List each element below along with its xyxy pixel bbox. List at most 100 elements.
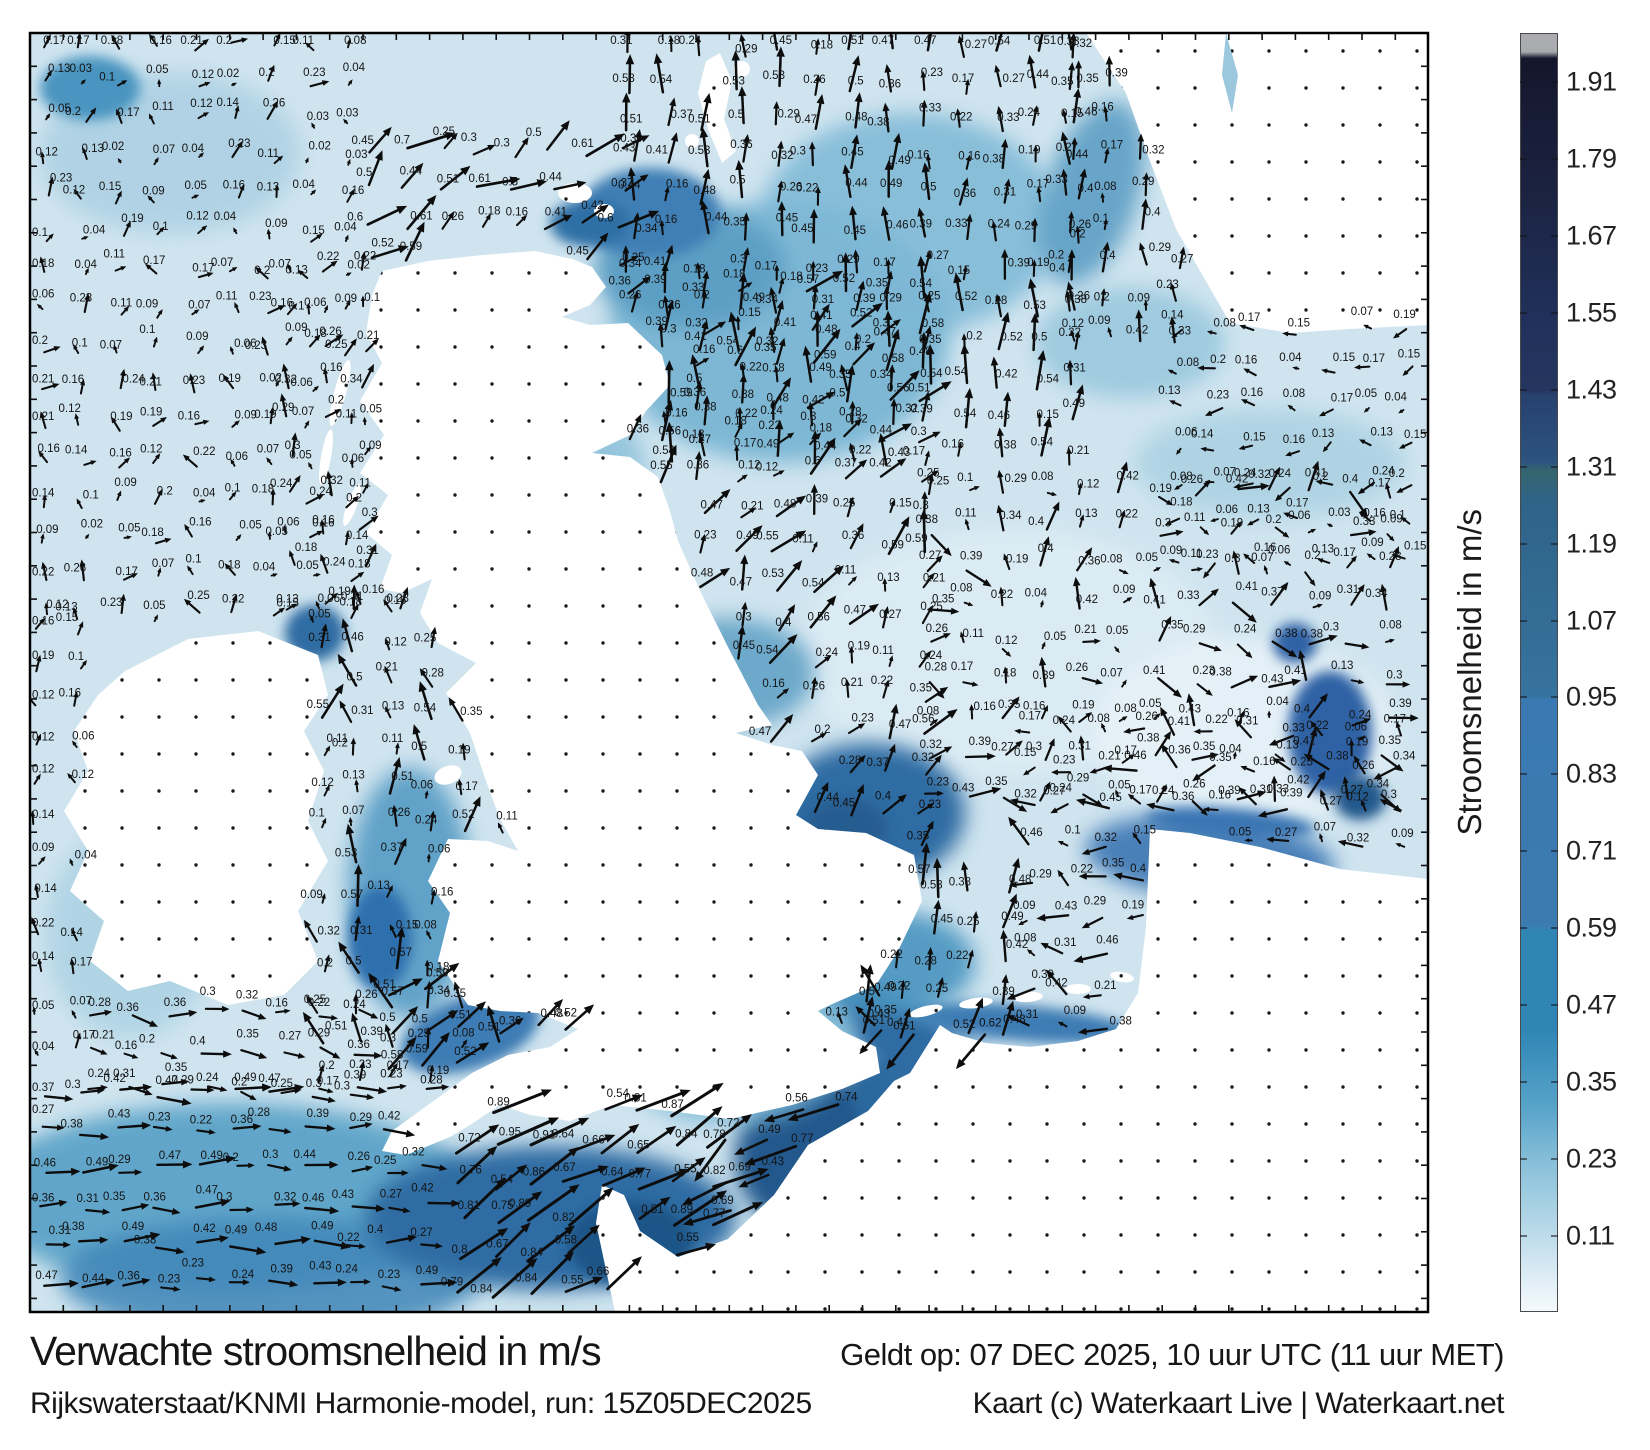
current-speed-label: 0.43	[1261, 673, 1283, 685]
current-vector: 0.17	[116, 566, 138, 581]
current-vector: 0.04	[293, 179, 317, 196]
current-vector: 0.15	[1398, 429, 1426, 449]
current-vector: 0.07	[1251, 552, 1273, 575]
current-speed-label: 0.41	[545, 206, 567, 218]
current-speed-label: 0.21	[32, 411, 54, 423]
norway-landmass	[1086, 33, 1428, 333]
current-vector: 0.18	[811, 38, 833, 55]
current-speed-label: 0.09	[359, 440, 381, 452]
current-speed-label: 0.55	[674, 1163, 696, 1175]
current-vector: 0.08	[1206, 317, 1236, 335]
current-speed-label: 0.04	[32, 1041, 55, 1053]
current-speed-label: 0.41	[774, 317, 796, 329]
current-vector: 0.2	[153, 486, 173, 505]
current-speed-label: 0.04	[334, 221, 357, 233]
current-vector: 0.44	[842, 164, 868, 199]
current-speed-label: 0.3	[913, 500, 929, 512]
current-vector: 0.47	[872, 33, 894, 50]
current-speed-label: 0.19	[848, 641, 870, 653]
wadden-island	[1065, 984, 1091, 994]
current-vector: 0.4	[845, 341, 875, 366]
current-speed-label: 0.24	[323, 556, 346, 568]
current-vector: 0.32	[756, 326, 778, 353]
current-speed-label: 0.22	[759, 420, 781, 432]
current-vector: 0.77	[744, 1133, 813, 1166]
current-speed-label: 0.13	[1276, 739, 1298, 751]
current-vector: 0.17	[951, 661, 979, 687]
current-vector: 0.19	[1003, 553, 1028, 571]
current-vector: 0.28	[915, 946, 937, 971]
current-vector: 0.22	[796, 183, 821, 206]
current-speed-label: 0.42	[995, 368, 1017, 380]
current-speed-label: 0.26	[926, 623, 948, 635]
current-speed-label: 0.23	[183, 375, 205, 387]
current-speed-label: 0.1	[99, 71, 115, 83]
current-speed-label: 0.1	[83, 490, 99, 502]
colorbar-tick	[1520, 696, 1527, 699]
current-speed-label: 0.06	[1345, 721, 1367, 733]
current-speed-label: 0.31	[356, 545, 378, 557]
current-speed-label: 0.59	[400, 241, 422, 253]
current-speed-label: 0.08	[950, 583, 972, 595]
current-speed-label: 0.16	[1023, 701, 1045, 713]
current-vector: 0.1	[72, 337, 88, 354]
current-speed-label: 0.27	[879, 609, 901, 621]
current-vector: 0.08	[950, 583, 974, 606]
current-vector: 0.05	[235, 520, 262, 541]
current-vector: 0.26	[263, 98, 285, 120]
current-speed-label: 0.2	[254, 265, 270, 277]
current-speed-label: 0.34	[1365, 588, 1388, 600]
current-speed-label: 0.54	[1037, 373, 1060, 385]
colorbar-tick	[1520, 1081, 1527, 1084]
current-speed-label: 0.4	[1342, 474, 1359, 486]
current-vector: 0.41	[1293, 727, 1318, 759]
current-speed-label: 0.36	[687, 459, 709, 471]
current-vector: 0.26	[619, 290, 641, 313]
current-vector: 0.22	[1306, 720, 1329, 737]
current-speed-label: 0.28	[985, 295, 1007, 307]
current-speed-label: 0.44	[705, 212, 728, 224]
current-speed-label: 0.24	[343, 999, 366, 1011]
current-vector: 0.22	[1193, 714, 1228, 735]
current-speed-label: 0.2	[1305, 550, 1321, 562]
current-vector: 0.11	[872, 645, 894, 667]
current-speed-label: 0.33	[1177, 590, 1199, 602]
current-speed-label: 0.3	[1323, 622, 1339, 634]
current-speed-label: 0.19	[140, 407, 162, 419]
current-speed-label: 0.21	[1074, 624, 1096, 636]
current-vector: 0.23	[847, 713, 874, 735]
current-speed-label: 0.19	[1150, 483, 1172, 495]
attribution: Kaart (c) Waterkaart Live | Waterkaart.n…	[972, 1387, 1505, 1420]
current-vector: 0.58	[882, 328, 904, 372]
current-speed-label: 0.55	[677, 1232, 699, 1244]
current-speed-label: 0.29	[778, 109, 800, 121]
current-vector: 0.38	[983, 138, 1009, 170]
current-vector: 0.32	[843, 413, 868, 438]
current-speed-label: 0.58	[555, 1235, 577, 1247]
current-speed-label: 0.42	[581, 200, 603, 212]
current-vector: 0.16	[59, 687, 81, 707]
current-vector: 0.59	[905, 509, 929, 554]
current-speed-label: 0.46	[341, 631, 363, 643]
current-speed-label: 0.21	[32, 373, 54, 385]
current-speed-label: 0.24	[1234, 468, 1257, 480]
current-speed-label: 0.23	[100, 597, 122, 609]
current-vector: 0.04	[81, 225, 106, 240]
current-speed-label: 0.22	[1059, 327, 1081, 339]
colorbar-tick	[1520, 157, 1527, 160]
current-speed-label: 0.3	[730, 254, 746, 266]
current-vector: 0.04	[1219, 743, 1242, 760]
current-speed-label: 0.51	[841, 35, 863, 47]
current-vector: 0.8	[452, 1228, 509, 1261]
current-speed-label: 0.15	[1014, 747, 1036, 759]
current-vector: 0.43	[859, 1008, 890, 1055]
current-speed-label: 0.15	[273, 35, 295, 47]
current-speed-label: 0.15	[56, 612, 78, 624]
current-speed-label: 0.5	[728, 109, 744, 121]
current-vector: 0.46	[988, 391, 1012, 428]
current-vector: 0.61	[571, 133, 625, 158]
current-speed-label: 0.31	[77, 1193, 99, 1205]
current-vector: 0.3	[1225, 550, 1241, 575]
current-vector: 0.56	[887, 370, 920, 401]
current-speed-label: 0.49	[416, 1265, 438, 1277]
